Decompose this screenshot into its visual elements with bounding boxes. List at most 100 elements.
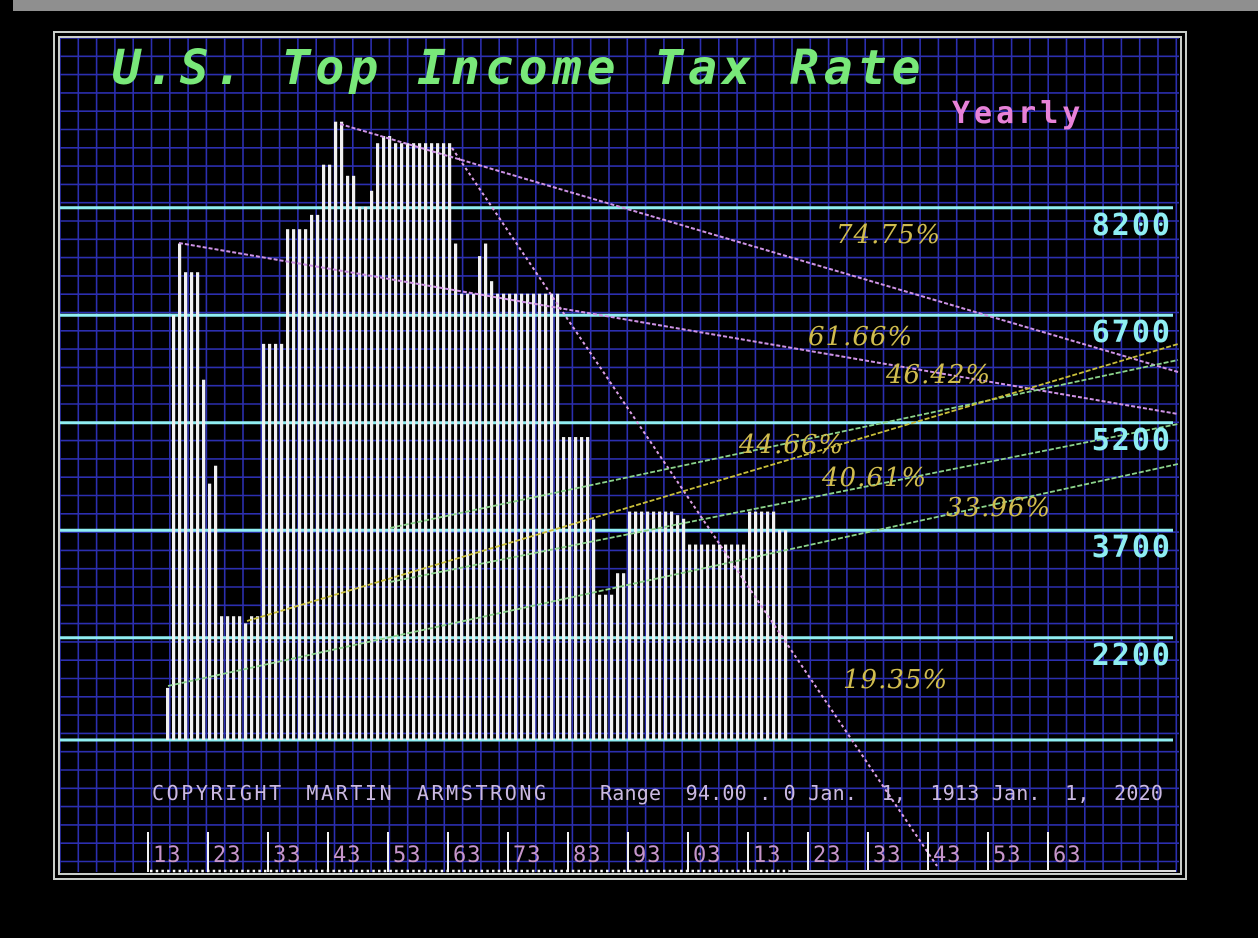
tax-rate-bar	[412, 143, 416, 740]
tax-rate-bar	[286, 229, 290, 740]
tax-rate-bar	[166, 687, 170, 740]
tax-rate-bar	[370, 190, 374, 741]
tax-rate-bar	[490, 281, 494, 740]
tax-rate-bar	[232, 616, 236, 740]
tax-rate-bar	[310, 214, 314, 741]
tax-rate-bar	[454, 243, 458, 740]
x-axis-label: 23	[213, 843, 242, 868]
tax-rate-bar	[334, 121, 338, 740]
trendline-label: 40.61%	[822, 463, 928, 493]
tax-rate-bar	[604, 594, 608, 740]
uptrend-middle	[389, 423, 1179, 583]
tax-rate-bar	[520, 293, 524, 740]
tax-rate-bar	[406, 143, 410, 740]
tax-rate-bar	[634, 511, 638, 740]
tax-rate-bar	[358, 206, 362, 740]
tax-rate-bar	[514, 293, 518, 740]
trendline-label: 44.66%	[739, 430, 845, 460]
tax-rate-bar	[724, 544, 728, 740]
tax-rate-bar	[466, 293, 470, 740]
tax-rate-bar	[676, 515, 680, 740]
tax-rate-bar	[280, 343, 284, 740]
tax-rate-bar	[550, 293, 554, 740]
tax-rate-bar	[244, 623, 248, 740]
x-axis-label: 53	[993, 843, 1022, 868]
y-axis-label: 2200	[1091, 637, 1172, 673]
x-axis-label: 63	[1053, 843, 1082, 868]
downtrend-from-1918-peak	[178, 242, 1179, 415]
tax-rate-bar	[304, 229, 308, 740]
tax-rate-bar	[742, 544, 746, 740]
trendline-label: 46.42%	[886, 360, 992, 390]
tax-rate-bar	[730, 544, 734, 740]
x-axis-label: 13	[753, 843, 782, 868]
tax-rate-bar	[346, 175, 350, 740]
tax-rate-bar	[640, 511, 644, 740]
tax-rate-bar	[478, 256, 482, 740]
tax-rate-bar	[694, 544, 698, 740]
tax-rate-bar	[532, 293, 536, 740]
y-axis-label: 6700	[1091, 315, 1172, 351]
tax-rate-bar	[496, 293, 500, 740]
tax-rate-bar	[400, 143, 404, 740]
tax-rate-bar	[382, 136, 386, 740]
x-axis-label: 23	[813, 843, 842, 868]
period-label: Yearly	[952, 96, 1085, 131]
tax-rate-bar	[256, 616, 260, 740]
tax-rate-bar	[292, 229, 296, 740]
tax-rate-bar	[592, 519, 596, 740]
tax-rate-bar	[748, 511, 752, 740]
tax-rate-bar	[430, 143, 434, 740]
tax-rate-bar	[364, 206, 368, 740]
tax-rate-bar	[190, 272, 194, 740]
tax-rate-bar	[418, 143, 422, 740]
tax-rate-bar	[754, 511, 758, 740]
tax-rate-bar	[184, 272, 188, 740]
tax-rate-bar	[196, 272, 200, 740]
tax-rate-bar	[682, 518, 686, 740]
tax-rate-bar	[268, 343, 272, 740]
trendline-label: 61.66%	[808, 322, 914, 352]
y-axis-label: 3700	[1091, 530, 1172, 566]
uptrend-from-1929-low	[246, 343, 1179, 622]
tax-rate-bar	[508, 293, 512, 740]
tax-rate-bar	[172, 315, 176, 740]
tax-rate-bar	[460, 293, 464, 740]
tax-rate-bar	[688, 544, 692, 740]
chart-border-outer	[53, 31, 1187, 880]
tax-rate-bar	[472, 293, 476, 740]
tax-rate-bar	[226, 616, 230, 740]
tax-rate-bar	[544, 293, 548, 740]
tax-rate-bar	[610, 594, 614, 740]
x-axis-label: 43	[333, 843, 362, 868]
tax-rate-bar	[322, 164, 326, 741]
tax-rate-bar	[670, 511, 674, 740]
tax-rate-bar	[700, 544, 704, 740]
range-text: Range 94.00 . 0 Jan. 1, 1913 Jan. 1, 202…	[600, 781, 1164, 805]
tax-rate-bar	[628, 511, 632, 740]
tax-rate-bar	[220, 616, 224, 740]
tax-rate-bar	[760, 511, 764, 740]
tax-rate-bar	[580, 437, 584, 740]
x-axis-label: 93	[633, 843, 662, 868]
tax-rate-bar	[778, 530, 782, 740]
tax-rate-bar	[586, 437, 590, 740]
tax-rate-bar	[250, 616, 254, 740]
tax-rate-bar	[646, 511, 650, 740]
tax-rate-bar	[238, 616, 242, 740]
x-axis-label: 63	[453, 843, 482, 868]
x-axis-label: 73	[513, 843, 542, 868]
tax-rate-bar	[622, 573, 626, 740]
downtrend-from-1944-peak	[339, 123, 1179, 373]
trendline-label: 74.75%	[836, 220, 942, 250]
x-axis-label: 33	[273, 843, 302, 868]
x-axis-label: 53	[393, 843, 422, 868]
tax-rate-bar	[484, 243, 488, 740]
x-axis-label: 03	[693, 843, 722, 868]
page-title: U.S. Top Income Tax Rate	[112, 40, 926, 96]
tax-rate-bar	[712, 544, 716, 740]
tax-rate-bar	[616, 573, 620, 740]
tax-rate-bar	[424, 143, 428, 740]
steep-downtrend-from-1963	[451, 147, 938, 867]
tax-rate-bar	[706, 544, 710, 740]
